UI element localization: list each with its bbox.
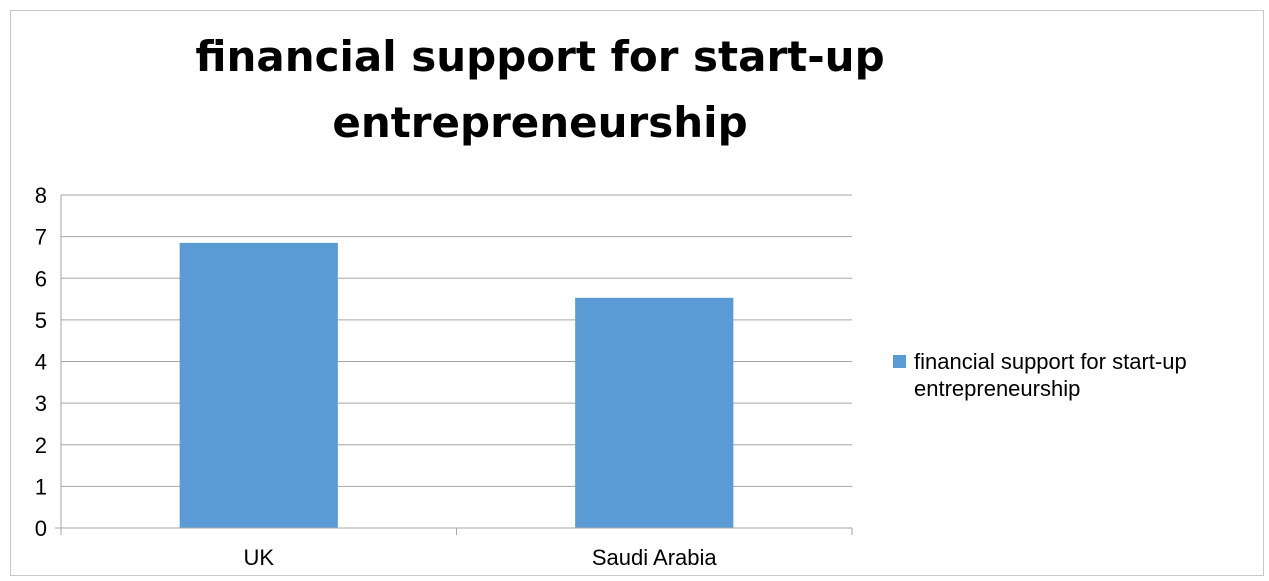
- y-tick-label: 0: [35, 516, 47, 541]
- bar-saudi-arabia: [575, 297, 734, 528]
- chart-title: financial support for start-up entrepren…: [195, 32, 885, 147]
- legend: financial support for start-up entrepren…: [893, 348, 1253, 402]
- legend-label: financial support for start-up entrepren…: [914, 349, 1187, 401]
- axes: [55, 195, 853, 535]
- y-tick-label: 8: [35, 183, 47, 208]
- y-tick-label: 2: [35, 433, 47, 458]
- x-tick-label: UK: [243, 545, 274, 570]
- y-tick-label: 5: [35, 308, 47, 333]
- bar-uk: [179, 242, 338, 528]
- legend-swatch: [893, 355, 906, 368]
- y-tick-label: 3: [35, 391, 47, 416]
- x-tick-label: Saudi Arabia: [592, 545, 718, 570]
- y-tick-label: 6: [35, 266, 47, 291]
- bars: [179, 242, 734, 528]
- y-tick-label: 4: [35, 350, 47, 375]
- y-tick-label: 7: [35, 225, 47, 250]
- x-tick-labels: UK Saudi Arabia: [243, 545, 717, 570]
- y-tick-label: 1: [35, 474, 47, 499]
- y-tick-labels: 0 1 2 3 4 5 6 7 8: [35, 183, 47, 541]
